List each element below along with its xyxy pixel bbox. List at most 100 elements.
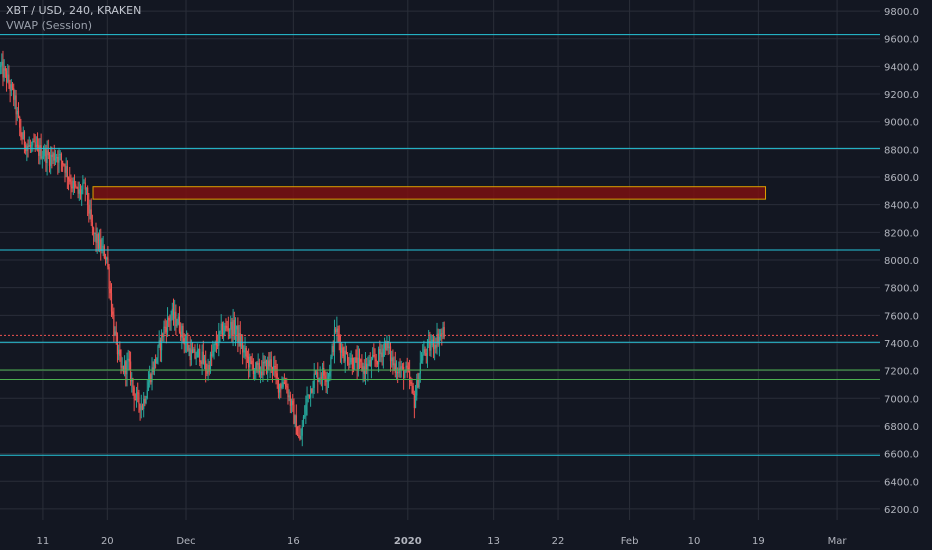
candle-body: [63, 164, 65, 166]
candle-body: [104, 258, 107, 260]
candle-body: [251, 360, 253, 365]
candle-body: [265, 360, 268, 373]
candle-body: [39, 145, 41, 156]
candle-body: [52, 153, 54, 157]
candle-body: [279, 384, 281, 393]
date-tick-label: 11: [37, 536, 50, 547]
candle-body: [211, 354, 213, 356]
candle-body: [380, 352, 382, 355]
candle-body: [298, 435, 300, 437]
candle-body: [66, 166, 68, 178]
candle-body: [228, 329, 231, 331]
candle-body: [94, 232, 96, 234]
candle-body: [240, 343, 243, 347]
price-tick-label: 8400.0: [884, 201, 919, 212]
candle-body: [231, 321, 233, 336]
candle-body: [163, 326, 165, 338]
candle-body: [13, 88, 15, 100]
candle-body: [218, 331, 220, 346]
candle-body: [329, 372, 331, 377]
candle-body: [253, 370, 256, 375]
candle-body: [174, 311, 176, 319]
candle-body: [418, 373, 420, 388]
date-tick-label: 16: [287, 536, 300, 547]
candle-body: [157, 345, 159, 359]
candle-body: [343, 356, 345, 362]
candle-body: [144, 399, 146, 403]
candles-layer: [0, 50, 445, 447]
price-tick-label: 9600.0: [884, 35, 919, 46]
candle-body: [208, 365, 210, 372]
price-tick-label: 9000.0: [884, 118, 919, 129]
candle-body: [73, 180, 76, 185]
candle-body: [217, 345, 219, 347]
candle-body: [109, 288, 111, 294]
candle-body: [53, 153, 55, 161]
zone-layer: [92, 186, 767, 200]
candle-body: [88, 204, 90, 214]
candle-body: [35, 144, 37, 148]
candle-body: [239, 333, 241, 347]
candle-body: [388, 346, 390, 349]
candle-body: [437, 333, 439, 345]
candle-body: [373, 354, 375, 357]
price-tick-label: 7400.0: [884, 339, 919, 350]
price-tick-label: 8600.0: [884, 173, 919, 184]
candle-body: [318, 378, 320, 382]
candle-body: [287, 386, 289, 398]
candle-body: [234, 329, 237, 335]
candle-body: [226, 326, 228, 329]
candle-body: [267, 360, 269, 373]
candle-body: [398, 368, 400, 374]
candle-body: [320, 377, 322, 379]
candle-body: [314, 373, 316, 375]
candle-body: [227, 328, 229, 331]
candle-body: [89, 209, 91, 214]
candle-body: [132, 378, 134, 388]
candle-body: [36, 144, 39, 146]
candle-body: [289, 395, 291, 406]
indicator-label[interactable]: VWAP (Session): [6, 19, 93, 32]
candle-body: [274, 366, 276, 368]
price-tick-label: 9400.0: [884, 62, 919, 73]
candle-body: [404, 372, 406, 379]
candle-body: [416, 379, 418, 396]
candle-body: [395, 372, 398, 374]
symbol-title[interactable]: XBT / USD, 240, KRAKEN: [6, 4, 142, 17]
candle-body: [257, 362, 259, 365]
candle-body: [319, 377, 321, 379]
candle-body: [377, 348, 380, 365]
candle-body: [107, 257, 109, 268]
date-tick-label: 2020: [394, 536, 422, 547]
candle-body: [386, 341, 388, 351]
candle-body: [65, 166, 67, 173]
candle-body: [282, 382, 284, 387]
candle-body: [207, 365, 209, 374]
candle-body: [8, 74, 10, 85]
candle-body: [184, 343, 187, 345]
candle-body: [181, 326, 183, 338]
candle-body: [268, 360, 270, 367]
candle-body: [118, 349, 120, 355]
candle-body: [168, 317, 170, 321]
candle-body: [342, 347, 344, 357]
candle-body: [98, 239, 101, 249]
candle-body: [352, 368, 355, 370]
price-tick-label: 7000.0: [884, 394, 919, 405]
candle-body: [145, 398, 147, 403]
candle-body: [326, 378, 328, 382]
candle-body: [391, 357, 393, 362]
candle-body: [372, 354, 374, 360]
candle-body: [220, 323, 222, 331]
candle-body: [172, 308, 175, 319]
candle-body: [351, 357, 353, 369]
candle-body: [300, 435, 302, 440]
price-axis-bg: [880, 0, 932, 550]
candle-body: [177, 316, 179, 325]
candle-body: [317, 372, 319, 382]
candle-body: [331, 346, 333, 358]
candle-body: [379, 348, 381, 355]
candle-body: [84, 182, 86, 190]
